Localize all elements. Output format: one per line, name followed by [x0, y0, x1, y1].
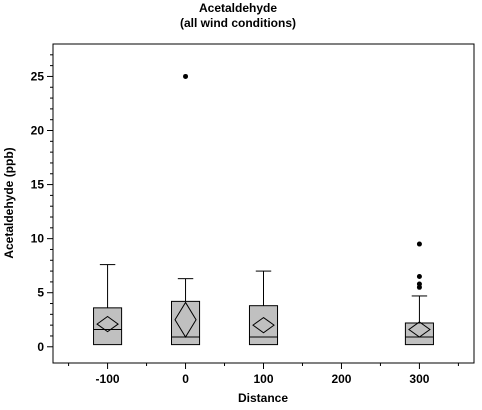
box-group	[404, 241, 434, 346]
x-tick-label: 200	[331, 372, 351, 386]
y-tick-label: 0	[37, 340, 44, 354]
y-axis: 0 5 10 15 20 25	[31, 54, 53, 354]
outlier-point	[416, 273, 422, 279]
box-iqr	[93, 307, 123, 346]
mean-diamond	[96, 315, 119, 333]
chart-subtitle: (all wind conditions)	[180, 16, 296, 30]
outlier-point	[416, 241, 422, 247]
x-axis: -100 0 100 200 300	[68, 363, 459, 386]
box-iqr	[404, 322, 434, 346]
mean-diamond	[174, 301, 197, 339]
x-tick-label: 100	[253, 372, 273, 386]
x-tick-label: 300	[409, 372, 429, 386]
y-tick-label: 25	[31, 69, 45, 83]
mean-diamond	[252, 316, 275, 334]
box-group	[248, 270, 279, 346]
box-iqr	[248, 305, 279, 346]
y-tick-label: 10	[31, 232, 45, 246]
chart-title: Acetaldehyde	[199, 1, 277, 15]
y-tick-label: 5	[37, 286, 44, 300]
y-tick-label: 20	[31, 124, 45, 138]
outlier-point	[416, 281, 422, 287]
x-tick-label: -100	[96, 372, 120, 386]
box-group	[171, 73, 201, 346]
x-tick-label: 0	[182, 372, 189, 386]
y-tick-label: 15	[31, 178, 45, 192]
box-iqr	[171, 300, 201, 346]
outlier-point	[183, 73, 189, 79]
box-group	[93, 264, 123, 346]
y-axis-label: Acetaldehyde (ppb)	[2, 147, 16, 258]
box-series	[93, 73, 434, 346]
x-axis-label: Distance	[238, 391, 288, 405]
mean-diamond	[408, 321, 431, 338]
